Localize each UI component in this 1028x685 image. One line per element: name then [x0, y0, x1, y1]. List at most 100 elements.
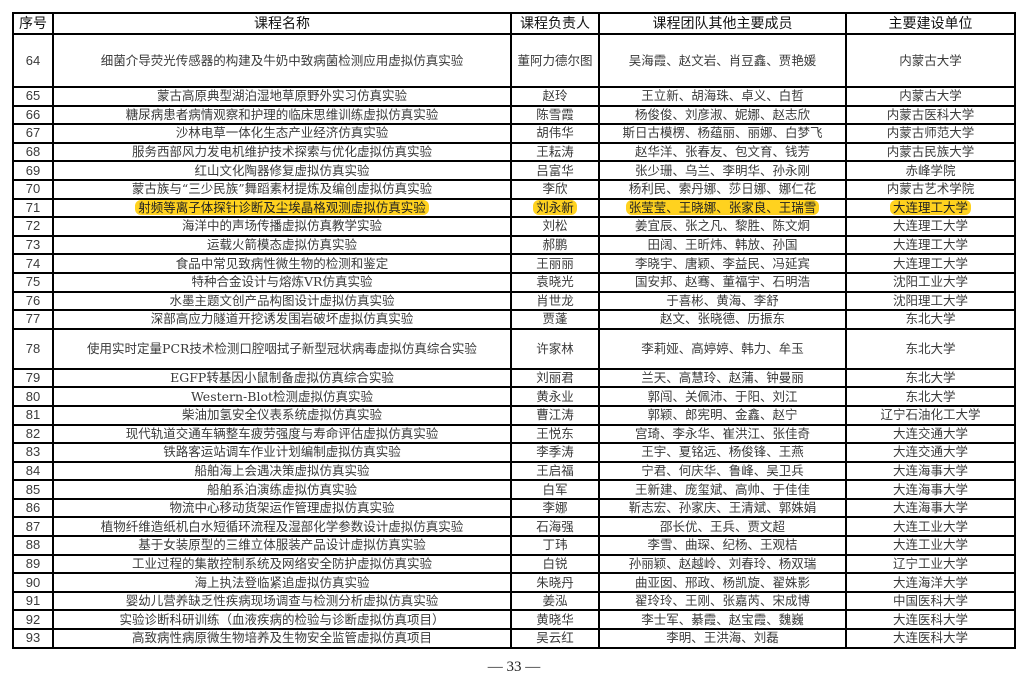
table-row: 78 使用实时定量PCR技术检测口腔咽拭子新型冠状病毒虚拟仿真综合实验 许家林 李莉娅… — [12, 327, 1016, 370]
cell-members: 翟玲玲、王刚、张嘉芮、宋成博 — [598, 590, 847, 612]
course-table: 序号 课程名称 课程负责人 课程团队其他主要成员 主要建设单位 64 细菌介导荧光… — [12, 12, 1016, 649]
cell-lead: 王启福 — [510, 460, 600, 482]
cell-lead: 陈雪霞 — [510, 104, 600, 126]
cell-unit: 内蒙古艺术学院 — [845, 178, 1016, 200]
cell-members: 孙丽颖、赵越岭、刘春玲、杨双瑞 — [598, 553, 847, 575]
cell-members: 杨利民、索丹娜、莎日娜、娜仁花 — [598, 178, 847, 200]
cell-unit: 大连工业大学 — [845, 535, 1016, 556]
cell-number: 65 — [12, 86, 54, 107]
cell-number: 77 — [12, 309, 54, 330]
cell-lead: 白军 — [510, 479, 600, 500]
cell-unit: 大连理工大学 — [845, 216, 1016, 237]
cell-lead: 刘丽君 — [510, 367, 600, 389]
page-number: — 33 — — [487, 659, 541, 675]
table-row: 91 婴幼儿营养缺乏性疾病现场调查与检测分析虚拟仿真实验 姜泓 翟玲玲、王刚、张嘉芮、… — [12, 590, 1016, 612]
cell-lead: 丁玮 — [510, 535, 600, 556]
cell-unit: 中国医科大学 — [845, 590, 1016, 612]
cell-number: 88 — [12, 535, 54, 556]
table-row: 83 铁路客运站调车作业计划编制虚拟仿真实验 李季涛 王宇、夏铭远、杨俊锋、王燕 大连交… — [12, 442, 1016, 463]
cell-course-name: 物流中心移动货架运作管理虚拟仿真实验 — [52, 497, 512, 519]
cell-unit: 东北大学 — [845, 386, 1016, 407]
cell-number: 78 — [12, 327, 54, 370]
table-row: 82 现代轨道交通车辆整车疲劳强度与寿命评估虚拟仿真实验 王悦东 宫琦、李永华、崔洪江… — [12, 423, 1016, 445]
table-row: 64 细菌介导荧光传感器的构建及牛奶中致病菌检测应用虚拟仿真实验 董阿力德尔图 吴海霞… — [12, 33, 1016, 88]
cell-members: 郭闯、关佩沛、于阳、刘江 — [598, 386, 847, 407]
cell-course-name: 植物纤维造纸机白水短循环流程及湿部化学参数设计虚拟仿真实验 — [52, 516, 512, 538]
cell-members: 郭颖、郎宪明、金鑫、赵宁 — [598, 404, 847, 426]
cell-lead: 石海强 — [510, 516, 600, 538]
cell-members: 李士军、綦霞、赵宝霞、魏巍 — [598, 609, 847, 631]
cell-course-name: 现代轨道交通车辆整车疲劳强度与寿命评估虚拟仿真实验 — [52, 423, 512, 445]
cell-lead: 黄永业 — [510, 386, 600, 407]
cell-number: 66 — [12, 104, 54, 126]
cell-lead: 许家林 — [510, 327, 600, 370]
header-course-name: 课程名称 — [52, 12, 512, 35]
table-row: 87 植物纤维造纸机白水短循环流程及湿部化学参数设计虚拟仿真实验 石海强 邵长优、王兵… — [12, 516, 1016, 538]
cell-lead: 王悦东 — [510, 423, 600, 445]
cell-number: 71 — [12, 197, 54, 219]
cell-course-name: 运载火箭模态虚拟仿真实验 — [52, 234, 512, 256]
cell-unit: 大连海洋大学 — [845, 572, 1016, 593]
cell-number: 72 — [12, 216, 54, 237]
cell-course-name: 蒙古高原典型湖泊湿地草原野外实习仿真实验 — [52, 86, 512, 107]
cell-members: 李莉娅、高婷婷、韩力、牟玉 — [598, 327, 847, 370]
table-row: 86 物流中心移动货架运作管理虚拟仿真实验 李娜 靳志宏、孙家庆、王清斌、郭姝娟 大连海… — [12, 497, 1016, 519]
cell-members: 李明、王洪海、刘磊 — [598, 628, 847, 649]
cell-members: 田阔、王昕炜、韩放、孙国 — [598, 234, 847, 256]
cell-lead: 李季涛 — [510, 442, 600, 463]
cell-unit: 内蒙古医科大学 — [845, 104, 1016, 126]
cell-course-name: 服务西部风力发电机维护技术探索与优化虚拟仿真实验 — [52, 141, 512, 163]
cell-unit: 大连理工大学 — [845, 234, 1016, 256]
cell-lead: 李娜 — [510, 497, 600, 519]
cell-course-name: 海洋中的声场传播虚拟仿真教学实验 — [52, 216, 512, 237]
cell-unit: 赤峰学院 — [845, 160, 1016, 181]
cell-unit: 沈阳理工大学 — [845, 290, 1016, 312]
cell-course-name: 铁路客运站调车作业计划编制虚拟仿真实验 — [52, 442, 512, 463]
cell-unit: 辽宁工业大学 — [845, 553, 1016, 575]
table-row: 84 船舶海上会遇决策虚拟仿真实验 王启福 宁君、何庆华、鲁峰、吴卫兵 大连海事大学 — [12, 460, 1016, 482]
cell-members: 王立新、胡海珠、卓义、白哲 — [598, 86, 847, 107]
cell-lead: 郝鹏 — [510, 234, 600, 256]
cell-members: 姜宜辰、张之凡、黎胜、陈文炯 — [598, 216, 847, 237]
table-body: 64 细菌介导荧光传感器的构建及牛奶中致病菌检测应用虚拟仿真实验 董阿力德尔图 吴海霞… — [12, 33, 1016, 649]
cell-number: 84 — [12, 460, 54, 482]
cell-number: 81 — [12, 404, 54, 426]
cell-members: 杨俊俊、刘彦淑、妮娜、赵志欣 — [598, 104, 847, 126]
table-row: 76 水墨主题文创产品构图设计虚拟仿真实验 肖世龙 于喜彬、黄海、李舒 沈阳理工大学 — [12, 290, 1016, 312]
table-row: 67 沙林电草一体化生态产业经济仿真实验 胡伟华 斯日古模楞、杨蕴丽、丽娜、白梦飞 内蒙… — [12, 123, 1016, 144]
table-row: 80 Western-Blot检测虚拟仿真实验 黄永业 郭闯、关佩沛、于阳、刘江 东北大… — [12, 386, 1016, 407]
cell-course-name: 使用实时定量PCR技术检测口腔咽拭子新型冠状病毒虚拟仿真综合实验 — [52, 327, 512, 370]
cell-course-name: 柴油加氢安全仪表系统虚拟仿真实验 — [52, 404, 512, 426]
highlighted-text: 张莹莹、王晓娜、张家良、王瑞雪 — [625, 200, 820, 215]
cell-lead: 贾蓬 — [510, 309, 600, 330]
cell-unit: 内蒙古大学 — [845, 86, 1016, 107]
table-row: 65 蒙古高原典型湖泊湿地草原野外实习仿真实验 赵玲 王立新、胡海珠、卓义、白哲 内蒙古… — [12, 86, 1016, 107]
cell-unit: 内蒙古师范大学 — [845, 123, 1016, 144]
cell-lead: 董阿力德尔图 — [510, 33, 600, 88]
header-row: 序号 课程名称 课程负责人 课程团队其他主要成员 主要建设单位 — [12, 12, 1016, 35]
cell-course-name: 蒙古族与“三少民族”舞蹈素材提炼及编创虚拟仿真实验 — [52, 178, 512, 200]
cell-number: 92 — [12, 609, 54, 631]
cell-unit: 东北大学 — [845, 367, 1016, 389]
cell-unit: 沈阳工业大学 — [845, 271, 1016, 293]
cell-number: 69 — [12, 160, 54, 181]
cell-number: 67 — [12, 123, 54, 144]
cell-number: 91 — [12, 590, 54, 612]
cell-unit: 大连海事大学 — [845, 479, 1016, 500]
cell-lead: 刘永新 — [510, 197, 600, 219]
cell-number: 76 — [12, 290, 54, 312]
cell-members: 靳志宏、孙家庆、王清斌、郭姝娟 — [598, 497, 847, 519]
table-row: 90 海上执法登临紧追虚拟仿真实验 朱晓丹 曲亚囡、邢政、杨凯旋、翟姝影 大连海洋大学 — [12, 572, 1016, 593]
cell-members: 吴海霞、赵文岩、肖豆鑫、贾艳媛 — [598, 33, 847, 88]
table-row: 89 工业过程的集散控制系统及网络安全防护虚拟仿真实验 白锐 孙丽颖、赵越岭、刘春玲、… — [12, 553, 1016, 575]
cell-members: 邵长优、王兵、贾文超 — [598, 516, 847, 538]
cell-unit: 东北大学 — [845, 327, 1016, 370]
cell-members: 国安邦、赵骞、董福宇、石明浩 — [598, 271, 847, 293]
table-row: 88 基于女装原型的三维立体服装产品设计虚拟仿真实验 丁玮 李雪、曲琛、纪杨、王观桔大… — [12, 535, 1016, 556]
cell-members: 李晓宇、唐颖、李益民、冯延宾 — [598, 253, 847, 274]
table-row: 77 深部高应力隧道开挖诱发围岩破坏虚拟仿真实验 贾蓬 赵文、张晓德、历振东 东北大学 — [12, 309, 1016, 330]
cell-lead: 白锐 — [510, 553, 600, 575]
cell-members: 赵文、张晓德、历振东 — [598, 309, 847, 330]
cell-unit: 辽宁石油化工大学 — [845, 404, 1016, 426]
cell-course-name: 船舶系泊演练虚拟仿真实验 — [52, 479, 512, 500]
